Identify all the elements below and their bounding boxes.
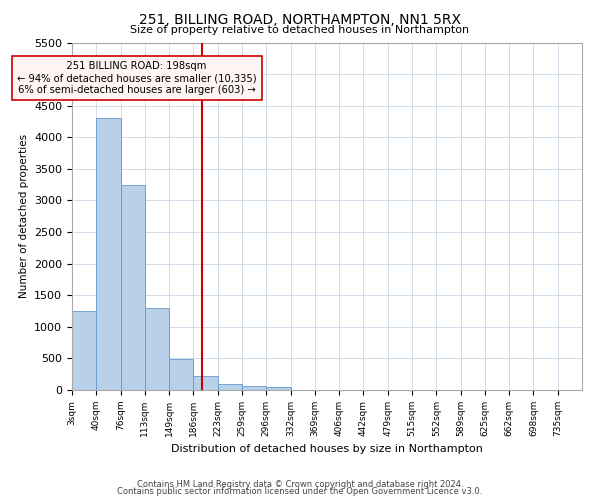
Bar xyxy=(266,386,290,390)
Y-axis label: Number of detached properties: Number of detached properties xyxy=(19,134,29,298)
Bar xyxy=(72,311,96,390)
Text: Contains public sector information licensed under the Open Government Licence v3: Contains public sector information licen… xyxy=(118,488,482,496)
Bar xyxy=(121,184,145,390)
Text: Contains HM Land Registry data © Crown copyright and database right 2024.: Contains HM Land Registry data © Crown c… xyxy=(137,480,463,489)
Bar xyxy=(145,308,169,390)
Bar xyxy=(96,118,121,390)
Text: 251 BILLING ROAD: 198sqm   
← 94% of detached houses are smaller (10,335)
6% of : 251 BILLING ROAD: 198sqm ← 94% of detach… xyxy=(17,62,257,94)
Bar xyxy=(169,359,193,390)
Bar xyxy=(218,384,242,390)
Bar xyxy=(193,376,218,390)
Text: 251, BILLING ROAD, NORTHAMPTON, NN1 5RX: 251, BILLING ROAD, NORTHAMPTON, NN1 5RX xyxy=(139,12,461,26)
X-axis label: Distribution of detached houses by size in Northampton: Distribution of detached houses by size … xyxy=(171,444,483,454)
Bar xyxy=(242,386,266,390)
Text: Size of property relative to detached houses in Northampton: Size of property relative to detached ho… xyxy=(130,25,470,35)
